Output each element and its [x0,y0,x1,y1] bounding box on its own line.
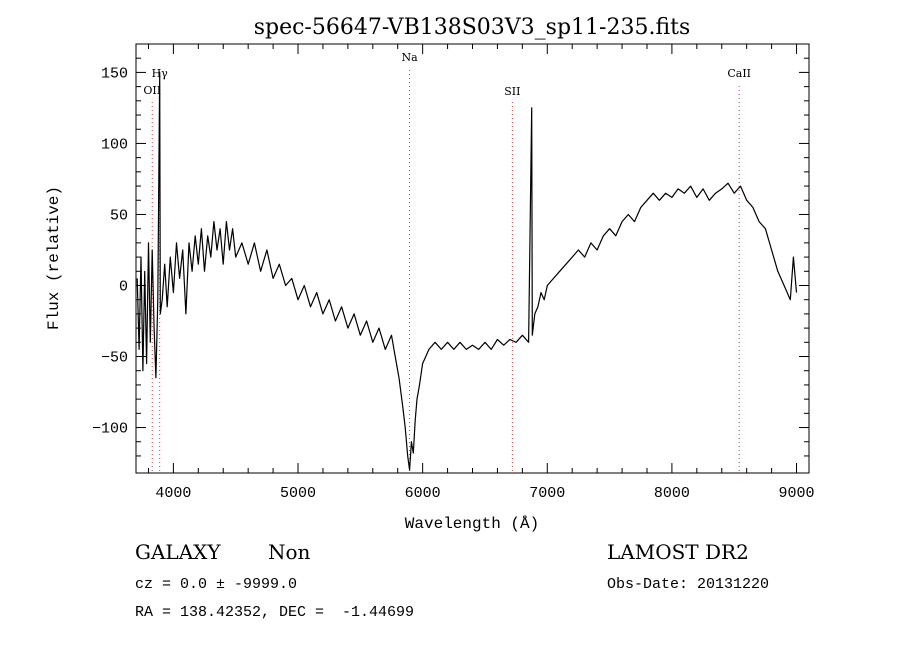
y-tick-label: 150 [101,65,128,82]
x-axis-label: Wavelength (Å) [405,515,539,533]
coordinates-text: RA = 138.42352, DEC = -1.44699 [135,604,415,621]
x-tick-label: 7000 [529,485,565,502]
object-class: GALAXY [135,540,221,564]
x-tick-label: 9000 [779,485,815,502]
x-tick-label: 6000 [405,485,441,502]
y-tick-label: 50 [110,207,128,224]
obs-date-text: Obs-Date: 20131220 [607,576,770,593]
plot-frame [135,43,810,474]
object-subclass: Non [268,540,311,564]
survey-label: LAMOST DR2 [607,540,749,564]
chart-title: spec-56647-VB138S03V3_sp11-235.fits [254,15,691,40]
x-tick-label: 5000 [280,485,316,502]
marker-label: Na [401,51,418,64]
y-axis-label: Flux (relative) [45,186,63,330]
y-tick-label: 100 [101,136,128,153]
redshift-text: cz = 0.0 ± -9999.0 [135,576,298,593]
plot-area: 4000 5000 6000 7000 8000 9000 −100 −50 0 50 100 150… [92,43,815,502]
y-tick-label: −50 [101,350,128,367]
marker-label: SII [504,85,520,98]
marker-label: OII [143,84,161,97]
marker-label: CaII [727,67,751,80]
y-tick-label: 0 [119,278,128,295]
x-tick-label: 4000 [155,485,191,502]
y-tick-label: −100 [92,421,128,438]
x-tick-label: 8000 [654,485,690,502]
spectrum-line [136,71,798,471]
